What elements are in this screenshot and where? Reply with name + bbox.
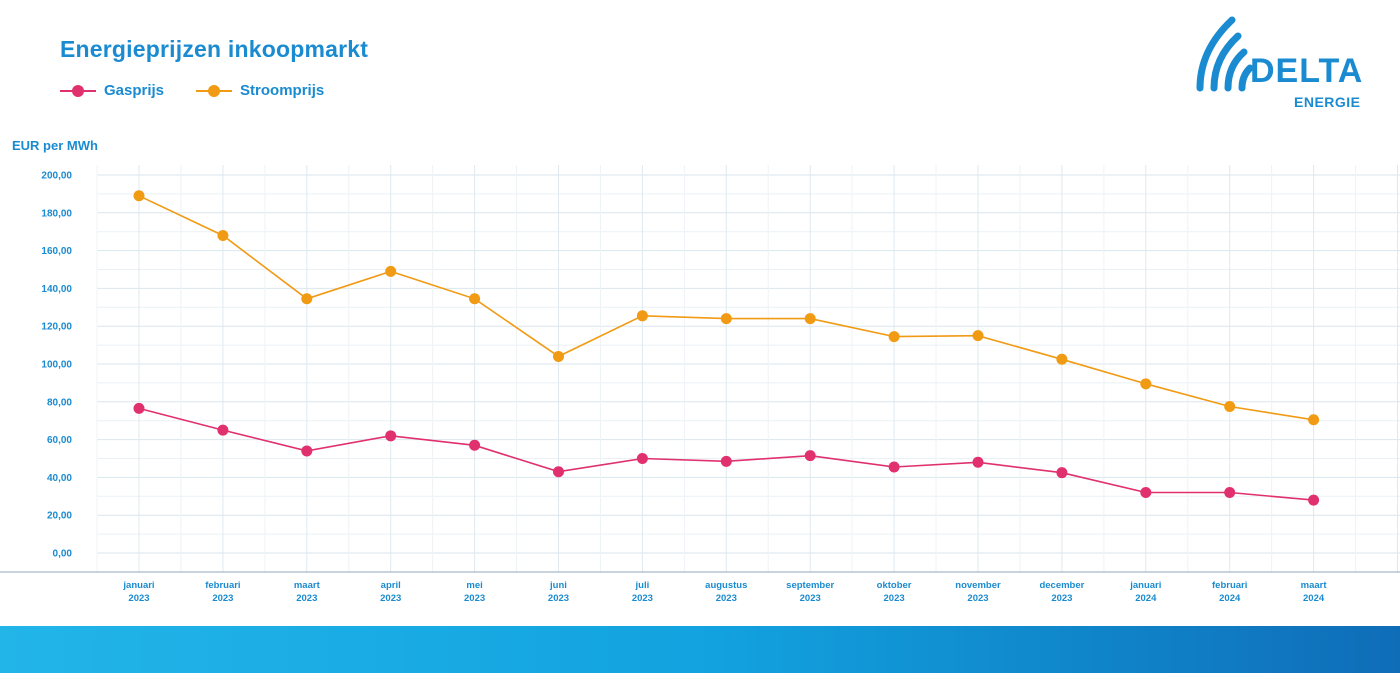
y-tick-label: 80,00	[47, 397, 72, 408]
x-tick-label-year: 2023	[1051, 593, 1072, 604]
data-point-stroomprijs	[804, 313, 816, 325]
y-tick-label: 200,00	[41, 171, 72, 182]
data-point-stroomprijs	[133, 190, 145, 202]
y-axis-ticks: 0,00 20,00 40,00 60,00 80,00 100,00 120,00 140,…	[41, 171, 72, 560]
x-tick-label-month: mei	[466, 580, 482, 591]
data-point-gasprijs	[1308, 494, 1320, 506]
y-tick-label: 180,00	[41, 208, 72, 219]
y-tick-label: 100,00	[41, 360, 72, 371]
legend-swatch-gas	[60, 84, 96, 97]
x-tick-label-year: 2023	[296, 593, 317, 604]
x-tick-label-year: 2023	[380, 593, 401, 604]
x-tick-label-year: 2023	[967, 593, 988, 604]
x-tick-label-month: februari	[205, 580, 240, 591]
x-axis-ticks: januari 2023 februari 2023 maart 2023 april 202…	[122, 580, 1327, 604]
x-tick-label-month: maart	[1301, 580, 1328, 591]
delta-energie-logo: DELTA ENERGIE	[1192, 14, 1372, 114]
legend-item-power: Stroomprijs	[196, 82, 324, 99]
y-axis-title: EUR per MWh	[12, 138, 98, 153]
logo-wordmark: DELTA	[1250, 52, 1364, 90]
chart-grid	[0, 165, 1400, 573]
data-point-gasprijs	[553, 466, 564, 478]
data-point-gasprijs	[1056, 467, 1068, 479]
x-tick-label-year: 2023	[212, 593, 233, 604]
y-tick-label: 20,00	[47, 511, 72, 522]
data-point-stroomprijs	[972, 330, 984, 342]
y-tick-label: 40,00	[47, 473, 72, 484]
x-tick-label-month: november	[955, 580, 1001, 591]
x-tick-label-year: 2023	[884, 593, 905, 604]
data-point-gasprijs	[972, 456, 984, 468]
data-point-gasprijs	[888, 461, 900, 473]
footer-band	[0, 626, 1400, 673]
data-point-stroomprijs	[469, 293, 481, 305]
y-tick-label: 60,00	[47, 435, 72, 446]
data-point-stroomprijs	[1224, 401, 1236, 413]
data-point-stroomprijs	[636, 310, 648, 322]
data-point-gasprijs	[301, 445, 313, 457]
x-tick-label-month: augustus	[705, 580, 747, 591]
series-points	[133, 190, 1320, 506]
y-tick-label: 140,00	[41, 284, 72, 295]
x-tick-label-month: september	[786, 580, 834, 591]
x-tick-label-month: april	[381, 580, 401, 591]
x-tick-label-year: 2023	[632, 593, 653, 604]
x-tick-label-month: februari	[1212, 580, 1247, 591]
data-point-stroomprijs	[720, 313, 732, 325]
x-tick-label-month: juni	[549, 580, 567, 591]
x-tick-label-year: 2024	[1219, 593, 1241, 604]
data-point-stroomprijs	[301, 293, 313, 305]
data-point-gasprijs	[804, 450, 816, 462]
x-tick-label-month: januari	[122, 580, 154, 591]
data-point-stroomprijs	[553, 350, 564, 362]
data-point-stroomprijs	[385, 265, 397, 277]
x-tick-label-year: 2023	[800, 593, 821, 604]
legend: Gasprijs Stroomprijs	[60, 82, 324, 99]
data-point-stroomprijs	[1056, 353, 1068, 365]
data-point-stroomprijs	[1308, 414, 1320, 426]
data-point-gasprijs	[469, 439, 481, 451]
data-point-gasprijs	[217, 424, 229, 436]
legend-label-power: Stroomprijs	[240, 82, 325, 99]
x-tick-label-month: januari	[1129, 580, 1161, 591]
signal-waves-icon	[1196, 16, 1254, 92]
data-point-gasprijs	[1224, 487, 1236, 499]
legend-label-gas: Gasprijs	[104, 82, 165, 99]
y-tick-label: 0,00	[53, 549, 73, 560]
x-tick-label-month: oktober	[877, 580, 912, 591]
data-point-gasprijs	[1140, 487, 1152, 499]
data-point-gasprijs	[133, 402, 145, 414]
data-point-stroomprijs	[888, 331, 900, 343]
y-tick-label: 160,00	[41, 246, 72, 257]
x-tick-label-month: december	[1039, 580, 1084, 591]
data-point-gasprijs	[720, 455, 732, 467]
data-point-gasprijs	[636, 453, 648, 464]
x-tick-label-year: 2023	[128, 593, 149, 604]
data-point-stroomprijs	[1140, 378, 1152, 390]
chart-title: Energieprijzen inkoopmarkt	[60, 36, 369, 62]
data-point-stroomprijs	[217, 229, 229, 241]
x-tick-label-month: juli	[635, 580, 650, 591]
logo-subtitle: ENERGIE	[1294, 94, 1361, 110]
data-point-gasprijs	[385, 430, 397, 442]
legend-swatch-power	[196, 84, 233, 97]
x-tick-label-year: 2023	[716, 593, 737, 604]
legend-item-gas: Gasprijs	[60, 82, 164, 99]
x-tick-label-year: 2024	[1303, 593, 1325, 604]
y-tick-label: 120,00	[41, 322, 72, 333]
x-tick-label-year: 2023	[464, 593, 485, 604]
line-chart: EUR per MWh 0,00 20,00 40,00 60,00 80,00 100,…	[0, 138, 1400, 604]
x-tick-label-month: maart	[294, 580, 321, 591]
x-tick-label-year: 2023	[548, 593, 569, 604]
x-tick-label-year: 2024	[1135, 593, 1157, 604]
